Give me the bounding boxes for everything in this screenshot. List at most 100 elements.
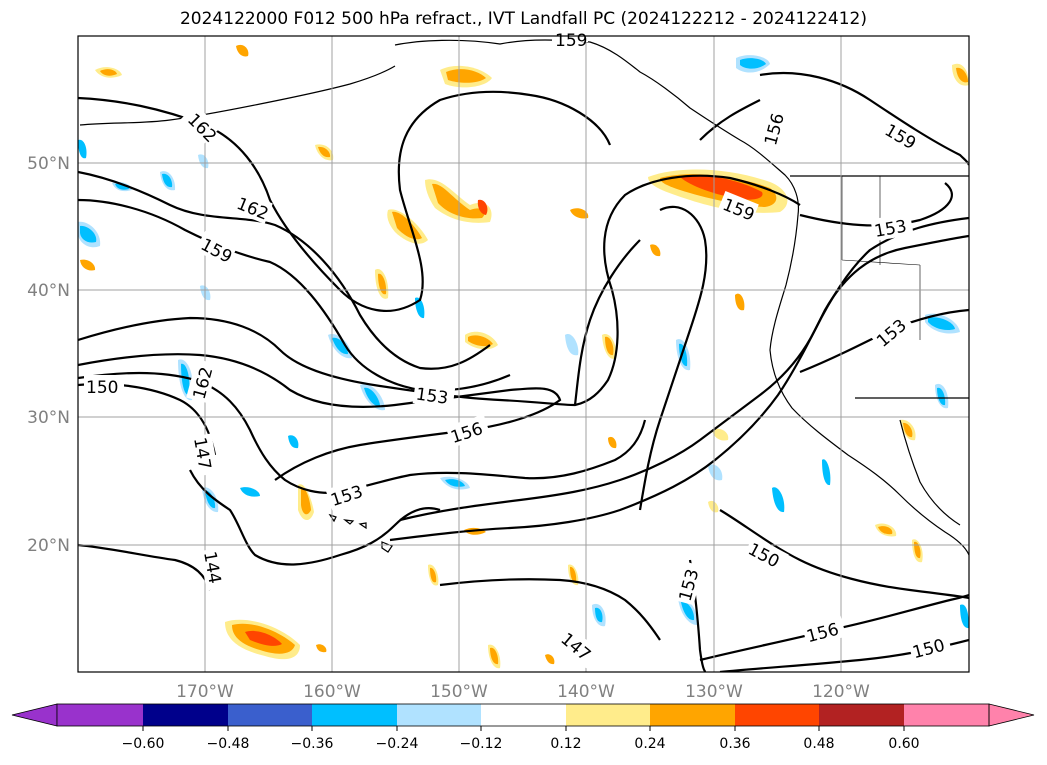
shade-positive xyxy=(430,567,437,583)
shade-positive xyxy=(432,183,485,219)
colorbar-segment xyxy=(397,704,481,726)
shade-positive xyxy=(956,67,968,83)
shade-negative xyxy=(937,387,946,406)
contour-150 xyxy=(78,371,647,494)
contour-gulf xyxy=(573,239,641,406)
colorbar-segment xyxy=(819,704,904,726)
colorbar-tick-label: 0.12 xyxy=(550,736,581,752)
lon-label-160w: 160°W xyxy=(303,682,361,702)
colorbar-segment xyxy=(481,704,566,726)
hawaii-islands xyxy=(328,513,393,553)
colorbar-frame xyxy=(56,703,990,727)
colorbar-tick-label: 0.36 xyxy=(719,736,750,752)
lon-label-140w: 140°W xyxy=(557,682,615,702)
alaska-coastline xyxy=(394,39,800,216)
contour-label: 162 xyxy=(234,194,272,225)
colorbar-segment xyxy=(904,704,989,726)
colorbar-segment xyxy=(650,704,735,726)
shade-negative xyxy=(565,334,579,356)
lon-label-170w: 170°W xyxy=(176,682,234,702)
shade-negative xyxy=(445,479,465,487)
lat-label-30n: 30°N xyxy=(27,408,70,428)
contour-147-south xyxy=(439,578,661,641)
shade-negative xyxy=(181,363,190,396)
contour-156-south xyxy=(699,593,969,662)
shade-negative xyxy=(78,139,87,159)
shade-negative xyxy=(708,464,723,481)
contour-layer xyxy=(78,71,969,672)
shade-positive xyxy=(570,566,577,583)
colorbar-segment xyxy=(57,704,143,726)
colorbar-extend-low xyxy=(11,703,58,727)
shade-positive xyxy=(650,244,661,257)
shade-positive xyxy=(570,208,589,219)
shade-positive xyxy=(878,526,893,535)
shade-positive xyxy=(446,69,486,83)
shade-negative xyxy=(332,337,348,355)
contour-label: 153 xyxy=(415,385,450,409)
colorbar-tick-label: 0.60 xyxy=(888,736,919,752)
shade-positive xyxy=(903,422,913,438)
colorbar-tick-label: −0.48 xyxy=(207,736,250,752)
shade-positive xyxy=(545,654,555,665)
contour-162-west xyxy=(78,170,491,370)
contour-label: 144 xyxy=(199,550,224,585)
coastline-layer xyxy=(79,39,969,556)
shading-layer xyxy=(78,44,969,669)
shade-negative xyxy=(928,317,955,331)
shade-negative xyxy=(595,607,603,623)
shade-positive xyxy=(236,44,249,57)
contour-labels: 162 162 159 159 159 159 156 156 156 153 … xyxy=(84,28,953,669)
shade-positive xyxy=(712,428,729,441)
shade-positive xyxy=(914,541,921,559)
colorbar-segment xyxy=(312,704,397,726)
shade-negative xyxy=(198,154,209,169)
shade-negative xyxy=(205,490,216,509)
map-title: 2024122000 F012 500 hPa refract., IVT La… xyxy=(179,9,867,29)
contour-label: 147 xyxy=(189,436,214,471)
aleutian-chain xyxy=(79,65,396,126)
contour-153-south xyxy=(399,216,969,522)
contour-label: 153 xyxy=(873,217,908,242)
contour-label: 159 xyxy=(555,31,587,51)
colorbar-ticks xyxy=(142,726,905,731)
contour-153-inner xyxy=(638,205,708,511)
colorbar-tick-label: 0.48 xyxy=(803,736,834,752)
shade-positive xyxy=(605,336,614,356)
contour-147 xyxy=(189,469,441,566)
shade-positive xyxy=(490,647,499,665)
north-america-coast xyxy=(769,214,969,556)
shade-positive xyxy=(468,335,493,347)
shade-negative xyxy=(288,435,299,449)
lon-label-120w: 120°W xyxy=(812,682,870,702)
contour-label: 153 xyxy=(328,482,365,511)
colorbar-extend-high xyxy=(988,703,1035,727)
shade-positive xyxy=(708,500,719,513)
contour-156-bc xyxy=(699,99,761,141)
contour-162-north xyxy=(78,90,612,312)
contour-150-south xyxy=(389,234,969,542)
baja-california xyxy=(899,419,961,526)
colorbar-tick-label: −0.12 xyxy=(460,736,503,752)
shade-positive xyxy=(378,273,387,295)
contour-label: 156 xyxy=(448,419,485,448)
shade-positive xyxy=(100,69,117,76)
lat-label-20n: 20°N xyxy=(27,536,70,556)
shade-positive xyxy=(735,293,745,311)
contour-label: 150 xyxy=(86,378,118,398)
contour-153-upper xyxy=(78,353,562,481)
state-boundary xyxy=(841,176,921,340)
lon-label-130w: 130°W xyxy=(685,682,743,702)
contour-156 xyxy=(78,174,801,407)
contour-144 xyxy=(78,543,212,591)
shade-negative xyxy=(960,604,969,629)
shade-positive xyxy=(477,199,488,215)
shade-positive xyxy=(608,436,617,449)
colorbar-segment xyxy=(228,704,312,726)
longitude-labels: 170°W 160°W 150°W 140°W 130°W 120°W xyxy=(176,682,870,702)
shade-positive xyxy=(680,175,763,200)
shade-positive xyxy=(318,146,331,158)
shade-positive xyxy=(316,644,327,653)
colorbar-segment xyxy=(143,704,228,726)
shade-positive xyxy=(245,630,282,646)
